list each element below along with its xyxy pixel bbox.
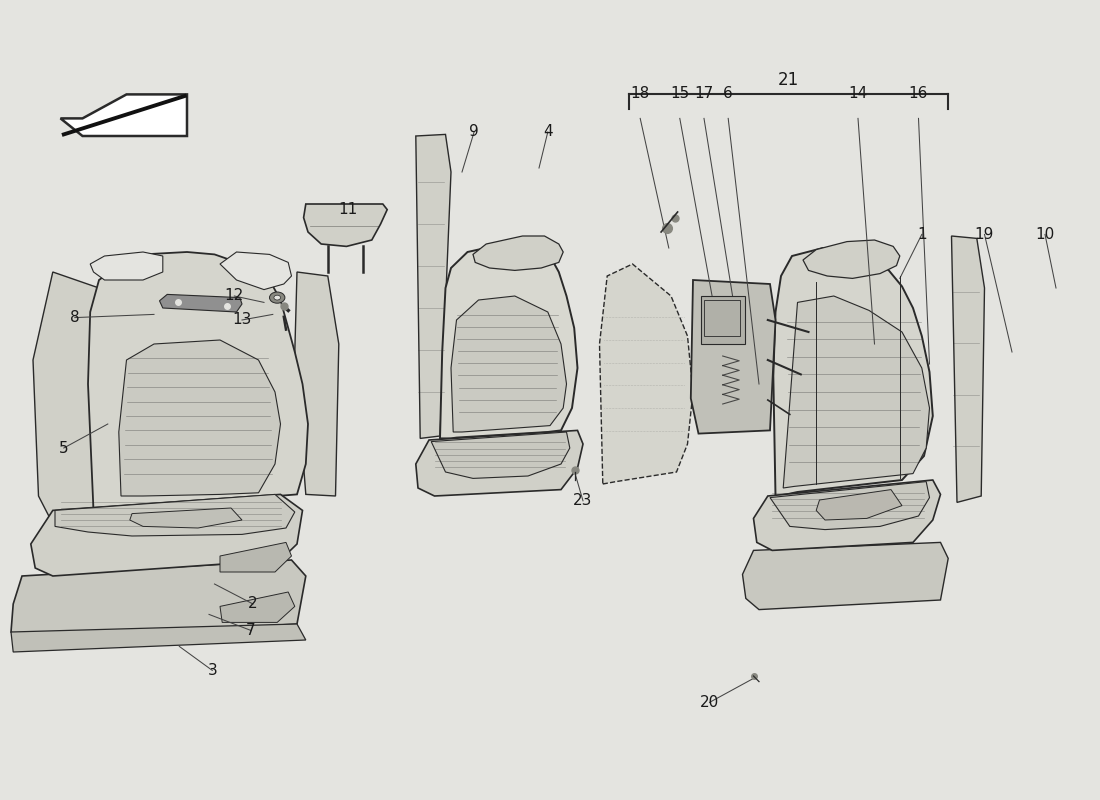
Polygon shape bbox=[220, 592, 295, 622]
Polygon shape bbox=[754, 480, 940, 550]
Circle shape bbox=[270, 292, 285, 303]
Polygon shape bbox=[90, 252, 163, 280]
Polygon shape bbox=[952, 236, 984, 502]
Text: 17: 17 bbox=[694, 86, 714, 101]
Polygon shape bbox=[451, 296, 566, 432]
Bar bbox=[701, 296, 745, 344]
Polygon shape bbox=[220, 252, 292, 290]
Circle shape bbox=[274, 295, 280, 300]
Polygon shape bbox=[304, 204, 387, 246]
Polygon shape bbox=[55, 494, 295, 536]
Polygon shape bbox=[160, 294, 242, 312]
Polygon shape bbox=[473, 236, 563, 270]
Text: 19: 19 bbox=[975, 227, 994, 242]
Polygon shape bbox=[416, 134, 451, 438]
Text: 14: 14 bbox=[848, 86, 868, 101]
Polygon shape bbox=[431, 432, 570, 478]
Polygon shape bbox=[773, 248, 933, 496]
Polygon shape bbox=[600, 264, 693, 484]
Text: 15: 15 bbox=[670, 86, 690, 101]
Polygon shape bbox=[742, 542, 948, 610]
Text: 1: 1 bbox=[917, 227, 926, 242]
Polygon shape bbox=[816, 490, 902, 520]
Text: 12: 12 bbox=[224, 289, 244, 303]
Text: 9: 9 bbox=[470, 125, 478, 139]
Text: 3: 3 bbox=[208, 663, 217, 678]
Text: 6: 6 bbox=[724, 86, 733, 101]
Text: 13: 13 bbox=[232, 313, 252, 327]
Polygon shape bbox=[88, 252, 308, 510]
Text: 23: 23 bbox=[573, 494, 593, 508]
Text: 10: 10 bbox=[1035, 227, 1055, 242]
Polygon shape bbox=[33, 272, 99, 528]
Polygon shape bbox=[783, 296, 930, 488]
Bar bbox=[704, 300, 740, 336]
Text: 11: 11 bbox=[338, 202, 358, 217]
Polygon shape bbox=[60, 94, 187, 136]
Text: 20: 20 bbox=[700, 695, 719, 710]
Text: 21: 21 bbox=[778, 71, 800, 89]
Text: 16: 16 bbox=[909, 86, 928, 101]
Polygon shape bbox=[11, 624, 306, 652]
Text: 4: 4 bbox=[543, 125, 552, 139]
Polygon shape bbox=[691, 280, 775, 434]
Polygon shape bbox=[11, 560, 306, 640]
Polygon shape bbox=[295, 272, 339, 496]
Polygon shape bbox=[440, 244, 578, 438]
Polygon shape bbox=[770, 482, 930, 530]
Text: 7: 7 bbox=[246, 623, 255, 638]
Polygon shape bbox=[31, 494, 303, 576]
Polygon shape bbox=[119, 340, 280, 496]
Polygon shape bbox=[130, 508, 242, 528]
Text: 2: 2 bbox=[249, 597, 257, 611]
Polygon shape bbox=[416, 430, 583, 496]
Polygon shape bbox=[803, 240, 900, 278]
Polygon shape bbox=[220, 542, 292, 572]
Text: 18: 18 bbox=[630, 86, 650, 101]
Text: 8: 8 bbox=[70, 310, 79, 325]
Text: 5: 5 bbox=[59, 441, 68, 455]
